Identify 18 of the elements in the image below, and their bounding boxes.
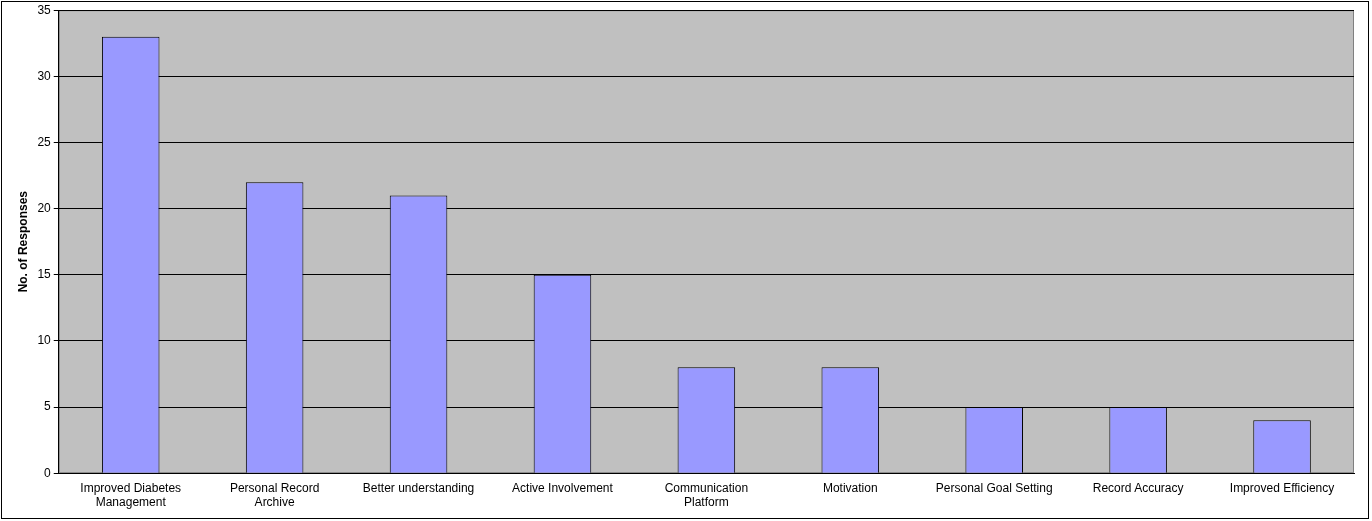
y-tick-label: 0 [44,465,52,480]
y-tick-label: 25 [37,134,52,149]
x-tick-label: Record Accuracy [1092,480,1184,495]
x-tick-label: Motivation [822,480,878,495]
y-tick-label: 20 [37,200,52,215]
x-tick-label: Active Involvement [512,480,614,495]
x-tick-label: Better understanding [362,480,475,495]
y-tick-label: 30 [37,68,52,83]
x-tick-label: Communication Platform [664,480,749,510]
x-tick-label: Personal Record Archive [229,480,320,510]
y-tick-label: 10 [37,333,52,348]
y-tick-label: 5 [44,399,52,414]
y-axis-title: No. of Responses [15,190,30,293]
x-tick-label: Personal Goal Setting [935,480,1053,495]
y-tick-label: 35 [37,2,52,17]
x-tick-label: Improved Efficiency [1229,480,1335,495]
y-tick-label: 15 [37,267,52,282]
x-tick-label: Improved Diabetes Management [80,480,182,510]
